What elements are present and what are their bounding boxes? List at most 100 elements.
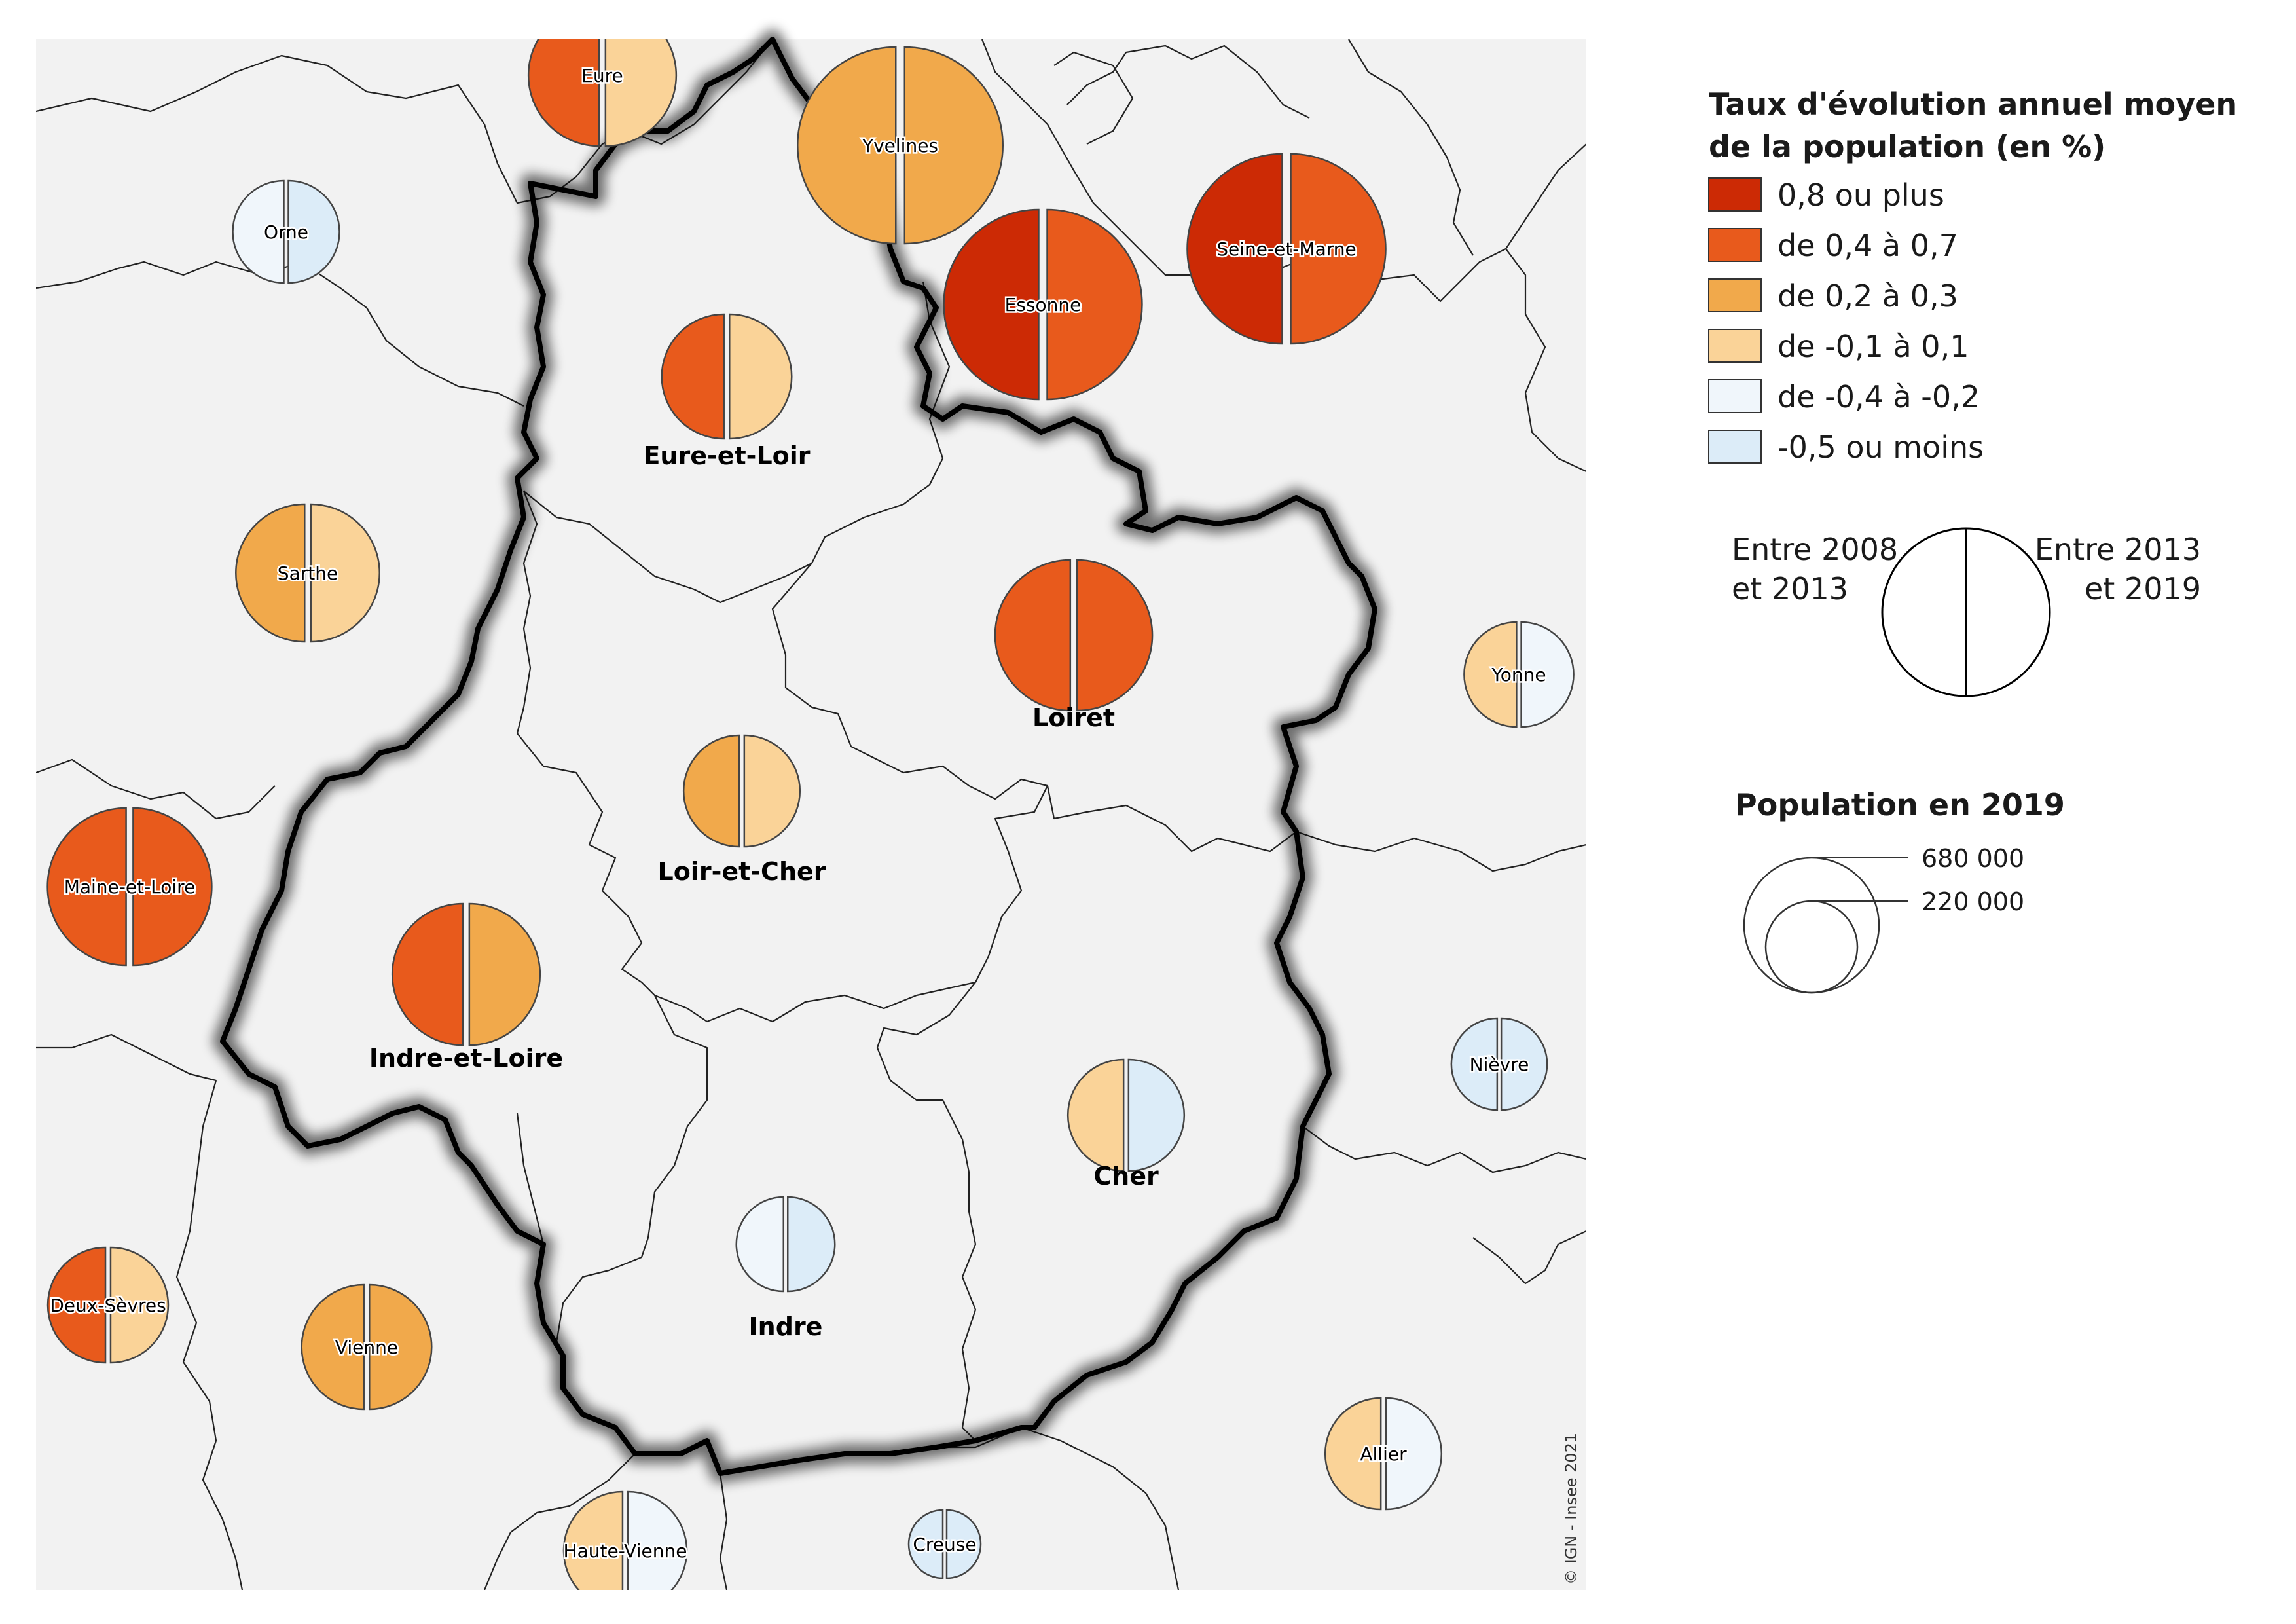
legend-period-left-line1: Entre 2008 [1732, 532, 1898, 567]
half-disc-2008-2013 [46, 807, 127, 967]
half-disc-2013-2019 [109, 1246, 170, 1364]
half-disc-2013-2019 [369, 1283, 433, 1411]
department-label: Loiret [1032, 703, 1115, 732]
half-disc-2008-2013 [735, 1196, 785, 1293]
department-label: Nièvre [1470, 1054, 1529, 1075]
department-symbol-ni-vre: Nièvre [1450, 1017, 1548, 1111]
half-disc-2013-2019 [604, 39, 678, 147]
legend-period-right-line2: et 2019 [2085, 571, 2201, 606]
department-label: Indre-et-Loire [369, 1044, 563, 1073]
legend-swatch-4 [1708, 379, 1762, 413]
legend-population-large-circle [1743, 857, 1880, 994]
legend-label-5: -0,5 ou moins [1777, 430, 1984, 465]
department-label: Haute-Vienne [564, 1540, 687, 1562]
department-label: Loir-et-Cher [657, 857, 826, 886]
half-disc-2008-2013 [1186, 153, 1283, 345]
half-disc-2008-2013 [235, 503, 306, 643]
department-symbol-maine-et-loire: Maine-et-Loire [46, 807, 213, 967]
legend: Taux d'évolution annuel moyen de la popu… [1708, 86, 2237, 994]
department-label: Yvelines [862, 135, 938, 157]
half-disc-2008-2013 [46, 1246, 107, 1364]
half-disc-2013-2019 [1290, 153, 1387, 345]
half-disc-2008-2013 [683, 734, 740, 848]
half-disc-2013-2019 [1076, 559, 1154, 712]
half-disc-2013-2019 [1500, 1017, 1548, 1111]
half-disc-2013-2019 [786, 1196, 836, 1293]
legend-rate-title-line2: de la population (en %) [1709, 129, 2105, 164]
half-disc-2013-2019 [1127, 1058, 1185, 1172]
department-symbol-essonne: Essonne [943, 208, 1143, 401]
legend-population-small-value: 220 000 [1922, 887, 2024, 916]
legend-label-2: de 0,2 à 0,3 [1777, 278, 1958, 314]
department-label: Vienne [335, 1337, 398, 1358]
half-disc-2013-2019 [627, 1490, 688, 1590]
department-symbol-cher: Cher [1067, 1058, 1185, 1190]
department-label: Cher [1093, 1162, 1159, 1190]
half-disc-2008-2013 [301, 1283, 365, 1411]
department-label: Eure [581, 65, 623, 86]
half-disc-2008-2013 [562, 1490, 624, 1590]
half-disc-2008-2013 [943, 208, 1040, 401]
department-symbol-indre-et-loire: Indre-et-Loire [369, 902, 563, 1073]
half-disc-2008-2013 [1324, 1397, 1382, 1511]
department-label: Indre [749, 1312, 823, 1341]
half-disc-2008-2013 [527, 39, 600, 147]
department-label: Allier [1360, 1443, 1407, 1465]
half-disc-2008-2013 [391, 902, 464, 1046]
department-symbol-vienne: Vienne [301, 1283, 433, 1411]
legend-label-4: de -0,4 à -0,2 [1777, 379, 1980, 415]
half-disc-2008-2013 [232, 179, 285, 284]
department-symbol-allier: Allier [1324, 1397, 1442, 1511]
half-disc-2008-2013 [1450, 1017, 1499, 1111]
department-label: Orne [264, 221, 308, 243]
half-disc-2013-2019 [310, 503, 380, 643]
legend-period-left-line2: et 2013 [1732, 571, 1848, 606]
department-symbol-loiret: Loiret [994, 559, 1154, 732]
half-disc-2013-2019 [903, 46, 1004, 245]
legend-population-small-circle [1764, 900, 1859, 994]
legend-swatch-2 [1708, 278, 1762, 312]
legend-label-3: de -0,1 à 0,1 [1777, 329, 1969, 364]
legend-swatch-3 [1708, 329, 1762, 363]
department-symbol-sarthe: Sarthe [235, 503, 380, 643]
legend-rate-title-line1: Taux d'évolution annuel moyen [1709, 86, 2237, 122]
legend-label-0: 0,8 ou plus [1777, 177, 1944, 213]
department-symbol-deux-s-vres: Deux-Sèvres [46, 1246, 170, 1364]
half-disc-2013-2019 [743, 734, 801, 848]
region-outline [213, 29, 1385, 1483]
half-disc-2008-2013 [907, 1509, 944, 1579]
legend-label-1: de 0,4 à 0,7 [1777, 228, 1958, 263]
legend-swatch-0 [1708, 177, 1762, 212]
map-credit: © IGN - Insee 2021 [1562, 1433, 1580, 1585]
department-label: Maine-et-Loire [64, 876, 196, 898]
half-disc-2013-2019 [945, 1509, 982, 1579]
department-symbol-orne: Orne [232, 179, 340, 284]
legend-population-large-value: 680 000 [1922, 844, 2024, 873]
legend-period-right-line1: Entre 2013 [2035, 532, 2201, 567]
department-label: Yonne [1491, 664, 1546, 686]
half-disc-2013-2019 [729, 313, 793, 440]
half-disc-2008-2013 [1463, 621, 1518, 728]
half-disc-2013-2019 [468, 902, 541, 1046]
department-label: Essonne [1005, 294, 1082, 316]
department-symbol-yvelines: Yvelines [797, 46, 1004, 245]
department-label: Eure-et-Loir [643, 441, 810, 470]
department-symbol-loir-et-cher: Loir-et-Cher [657, 734, 826, 886]
half-disc-2013-2019 [1385, 1397, 1442, 1511]
department-symbol-creuse: Creuse [907, 1509, 982, 1579]
half-disc-2008-2013 [661, 313, 725, 440]
department-symbol-seine-et-marne: Seine-et-Marne [1186, 153, 1387, 345]
department-symbol-yonne: Yonne [1463, 621, 1575, 728]
half-disc-2013-2019 [1520, 621, 1575, 728]
half-disc-2008-2013 [797, 46, 897, 245]
department-symbol-eure: Eure [527, 39, 678, 147]
half-disc-2013-2019 [132, 807, 213, 967]
department-symbol-haute-vienne: Haute-Vienne [562, 1490, 689, 1590]
half-disc-2013-2019 [287, 179, 340, 284]
legend-swatch-5 [1708, 430, 1762, 464]
legend-population-title: Population en 2019 [1735, 787, 2065, 822]
department-label: Deux-Sèvres [50, 1295, 166, 1316]
department-label: Creuse [913, 1534, 976, 1555]
legend-swatch-1 [1708, 228, 1762, 262]
half-disc-2013-2019 [1046, 208, 1143, 401]
